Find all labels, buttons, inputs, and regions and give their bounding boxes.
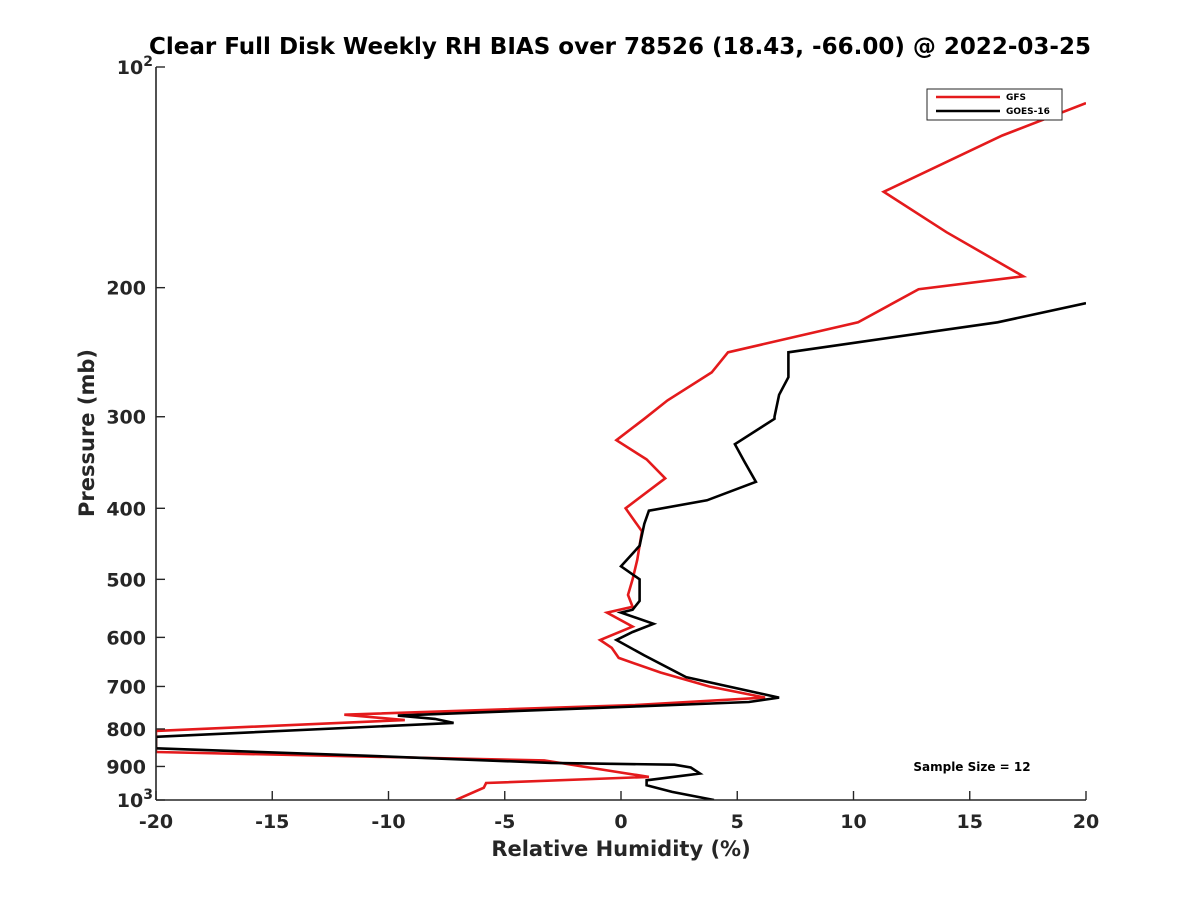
series-line-gfs (156, 101, 1086, 800)
x-ticks: -20 -15 -10 -5 0 5 10 15 20 (139, 791, 1099, 833)
x-tick-label: 0 (614, 811, 627, 833)
plot-lines (156, 101, 1086, 800)
y-tick-label: 800 (106, 719, 146, 741)
y-tick-label: 600 (106, 627, 146, 649)
x-tick-label: -10 (371, 811, 405, 833)
x-tick-label: -20 (139, 811, 173, 833)
y-tick-label: 200 (106, 278, 146, 300)
y-tick-label: 700 (106, 676, 146, 698)
x-tick-label: 20 (1073, 811, 1099, 833)
legend-label-gfs: GFS (1006, 93, 1026, 103)
sample-size-annotation: Sample Size = 12 (913, 760, 1030, 774)
x-tick-label: 15 (957, 811, 983, 833)
legend-label-goes16: GOES-16 (1006, 107, 1050, 117)
y-tick-label: 400 (106, 498, 146, 520)
axes (155, 67, 1086, 801)
y-tick-label: 102 (117, 54, 153, 79)
series-line-goes16 (156, 301, 1086, 800)
y-tick-label: 103 (117, 787, 153, 812)
legend-box (926, 88, 1063, 121)
y-tick-label: 900 (106, 756, 146, 778)
y-ticks: 102 200 300 400 500 600 700 800 900 103 (106, 54, 165, 812)
x-tick-label: 5 (731, 811, 744, 833)
x-axis-label: Relative Humidity (%) (491, 837, 750, 861)
x-tick-label: -15 (255, 811, 289, 833)
y-axis-label: Pressure (mb) (75, 349, 99, 517)
y-tick-label: 300 (106, 407, 146, 429)
x-tick-label: 10 (840, 811, 866, 833)
legend: GFS GOES-16 (926, 88, 1063, 121)
x-tick-label: -5 (494, 811, 515, 833)
chart-title: Clear Full Disk Weekly RH BIAS over 7852… (149, 34, 1091, 60)
y-tick-label: 500 (106, 569, 146, 591)
